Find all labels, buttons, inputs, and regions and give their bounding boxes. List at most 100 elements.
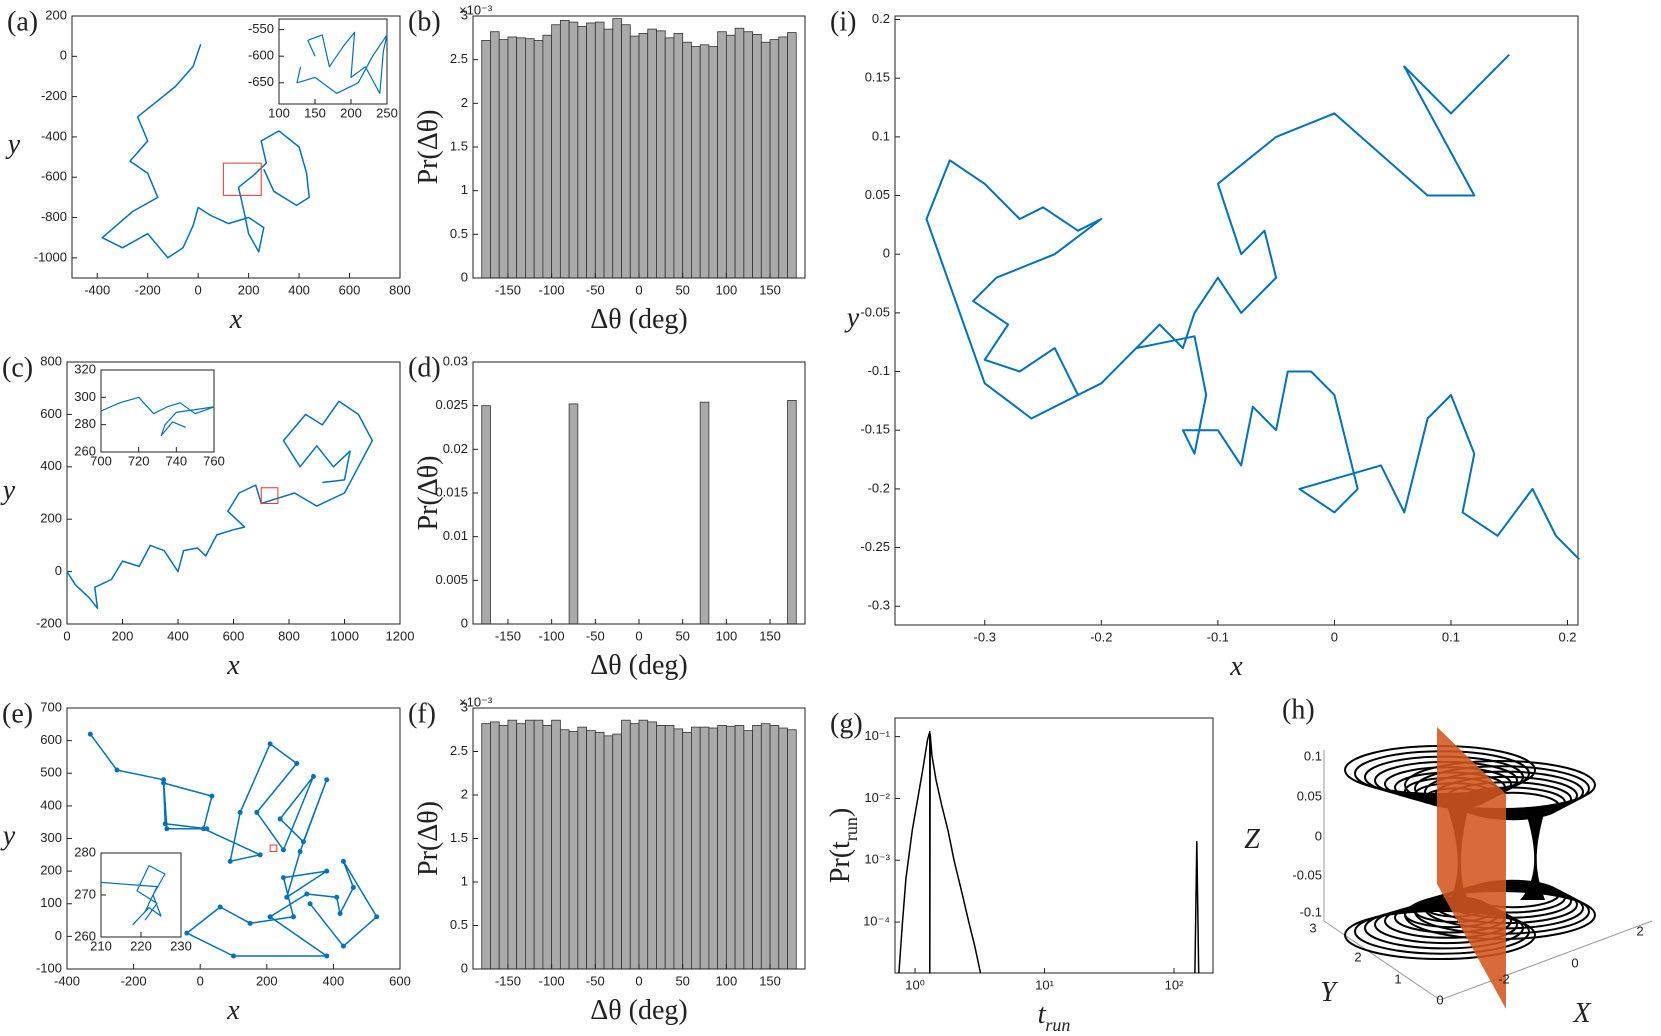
label-part: ) xyxy=(825,808,856,817)
y-tick-label: 0.05 xyxy=(865,187,890,202)
x-axis-label: Δθ (deg) xyxy=(590,304,688,335)
trajectory xyxy=(898,730,1200,974)
x-tick-label: 0 xyxy=(197,973,204,988)
x-tick-label: 0 xyxy=(1571,955,1578,970)
histogram-bar xyxy=(769,725,780,970)
plot-frame xyxy=(894,717,1214,974)
histogram-bar xyxy=(778,727,788,970)
y-tick-label: -600 xyxy=(248,48,274,63)
x-tick-label: 800 xyxy=(278,628,300,643)
trajectory xyxy=(101,43,310,259)
vertex-marker xyxy=(209,793,215,799)
x-tick-label: 50 xyxy=(675,282,689,297)
histogram-bar xyxy=(516,723,526,970)
y-tick-label: 0.025 xyxy=(435,397,468,412)
vertex-marker xyxy=(340,858,346,864)
histogram-bar xyxy=(551,719,561,970)
y-tick-label: 700 xyxy=(40,699,62,714)
histogram-bar xyxy=(787,32,797,279)
vertex-marker xyxy=(280,875,286,881)
x-tick-label: 210 xyxy=(90,938,112,953)
panel-label: (i) xyxy=(830,6,856,37)
histogram-bar xyxy=(760,723,771,970)
label-part: x xyxy=(226,650,240,681)
label-part: y xyxy=(0,821,16,852)
vertex-marker xyxy=(324,868,330,874)
histogram-bar xyxy=(586,22,596,279)
y-exponent: ×10⁻³ xyxy=(459,2,493,17)
histogram-bar xyxy=(542,725,553,970)
x-tick-label: -100 xyxy=(539,282,565,297)
x-axis-label: x xyxy=(229,304,243,335)
x-tick-label: 10⁰ xyxy=(905,977,925,992)
y-tick-label: 200 xyxy=(45,7,67,22)
y-tick-label: 0 xyxy=(461,269,468,284)
histogram-bar xyxy=(612,18,622,279)
x-tick-label: -200 xyxy=(135,282,161,297)
y-tick-label: 400 xyxy=(40,458,62,473)
plot-frame xyxy=(894,15,1579,626)
y-tick-label: 2.5 xyxy=(450,51,468,66)
histogram-bar xyxy=(769,39,780,279)
histogram-bar xyxy=(516,37,526,279)
spiral-loop xyxy=(1354,908,1530,955)
x-tick-label: -50 xyxy=(586,973,605,988)
y-axis-label: y xyxy=(0,821,16,852)
y-tick-label: -200 xyxy=(41,88,67,103)
histogram-bar xyxy=(481,405,491,625)
x-tick-label: 760 xyxy=(203,453,225,468)
x-tick-label: -400 xyxy=(54,973,80,988)
vertex-marker xyxy=(280,847,286,853)
histogram-bar xyxy=(787,729,797,970)
y-tick-label: 2 xyxy=(1354,949,1361,964)
z-tick-label: -0.05 xyxy=(1292,867,1322,882)
y-tick-label: 800 xyxy=(40,353,62,368)
vertex-marker xyxy=(277,816,283,822)
vertex-marker xyxy=(340,943,346,949)
histogram-bar xyxy=(691,46,701,279)
histogram-bar xyxy=(551,24,561,279)
y-tick-label: 600 xyxy=(40,406,62,421)
x-tick-label: 200 xyxy=(238,282,260,297)
vertex-marker xyxy=(247,920,253,926)
histogram-bar xyxy=(629,723,640,970)
histogram-bar xyxy=(708,727,719,970)
panel-label: (a) xyxy=(7,6,38,37)
histogram-bar xyxy=(673,33,684,279)
histogram-bar xyxy=(542,34,553,279)
vertex-marker xyxy=(237,809,243,815)
x-tick-label: 150 xyxy=(759,628,781,643)
label-part: y xyxy=(844,303,860,334)
vertex-marker xyxy=(227,858,233,864)
histogram-bar xyxy=(708,46,719,279)
y-tick-label: 280 xyxy=(74,416,96,431)
vertex-marker xyxy=(310,774,316,780)
x-axis-label: trun xyxy=(1038,999,1071,1035)
x-tick-label: 200 xyxy=(112,628,134,643)
x-tick-label: -0.1 xyxy=(1207,629,1229,644)
y-tick-label: 0.015 xyxy=(435,484,468,499)
histogram-bar xyxy=(533,40,544,279)
y-tick-label: 200 xyxy=(40,511,62,526)
histogram-bar xyxy=(638,33,649,279)
y-tick-label: 300 xyxy=(40,830,62,845)
histogram-bar xyxy=(507,36,518,279)
y-tick-label: 0.03 xyxy=(443,353,468,368)
y-tick-label: 0.15 xyxy=(865,70,890,85)
y-tick-label: -600 xyxy=(41,169,67,184)
histogram-bar xyxy=(752,725,762,970)
histogram-bar xyxy=(568,731,579,970)
y-axis-label: Pr(Δθ) xyxy=(413,456,444,531)
histogram-bar xyxy=(743,31,753,279)
vertex-marker xyxy=(307,901,313,907)
x-tick-label: 100 xyxy=(716,282,738,297)
vertex-marker xyxy=(324,953,330,959)
vertex-marker xyxy=(304,891,310,897)
x-tick-label: 720 xyxy=(128,453,150,468)
x-tick-label: -0.3 xyxy=(974,629,996,644)
y-tick-label: 0 xyxy=(883,246,890,261)
vertex-marker xyxy=(254,809,260,815)
y-tick-label: -0.2 xyxy=(868,480,890,495)
x-tick-label: 2 xyxy=(1636,923,1643,938)
histogram-bar xyxy=(603,28,614,279)
